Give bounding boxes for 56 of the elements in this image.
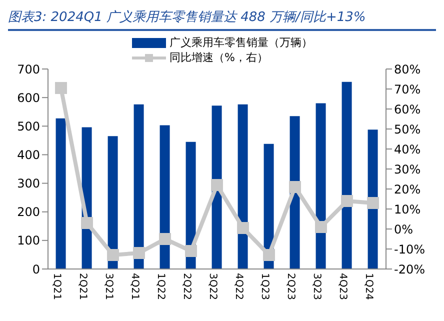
point bbox=[289, 181, 301, 193]
x-tick-label: 3Q22 bbox=[206, 273, 218, 300]
y2-tick-label: 30% bbox=[394, 162, 421, 176]
x-tick-label: 2Q22 bbox=[180, 273, 192, 300]
point bbox=[159, 233, 171, 245]
y2-tick-label: 20% bbox=[394, 182, 421, 196]
x-tick-label: 3Q23 bbox=[310, 273, 322, 300]
x-tick-label: 4Q21 bbox=[128, 273, 140, 300]
point bbox=[367, 197, 379, 209]
y2-tick-label: 60% bbox=[394, 102, 421, 116]
x-tick-label: 4Q23 bbox=[336, 273, 348, 300]
y2-tick-label: 70% bbox=[394, 82, 421, 96]
x-tick-label: 3Q21 bbox=[102, 273, 114, 300]
y-tick-label: 500 bbox=[17, 119, 40, 134]
bar bbox=[342, 82, 352, 269]
point bbox=[81, 217, 93, 229]
y2-tick-label: 50% bbox=[394, 122, 421, 136]
x-tick-label: 1Q22 bbox=[154, 273, 166, 300]
point bbox=[263, 249, 275, 261]
y-tick-label: 400 bbox=[17, 148, 40, 162]
x-tick-label: 1Q23 bbox=[258, 273, 270, 300]
y-tick-label: 300 bbox=[17, 176, 40, 191]
y2-tick-label: -20% bbox=[394, 262, 426, 276]
legend-label: 同比增速（%，右） bbox=[170, 50, 268, 65]
y-tick-label: 700 bbox=[17, 62, 40, 76]
y2-tick-label: 40% bbox=[394, 142, 421, 156]
x-tick-label: 1Q21 bbox=[50, 273, 62, 300]
y-tick-label: 0 bbox=[32, 262, 40, 276]
x-tick-label: 1Q24 bbox=[362, 273, 374, 300]
y2-tick-label: -10% bbox=[394, 242, 426, 256]
y2-tick-label: 80% bbox=[394, 62, 421, 76]
bar bbox=[160, 125, 170, 269]
point bbox=[237, 222, 249, 234]
y2-tick-label: 0% bbox=[394, 222, 414, 236]
point bbox=[185, 245, 197, 257]
y-tick-label: 100 bbox=[17, 234, 40, 248]
bar bbox=[56, 118, 66, 269]
bar bbox=[134, 104, 144, 269]
point bbox=[341, 195, 353, 207]
x-tick-label: 2Q23 bbox=[284, 273, 296, 300]
bar bbox=[316, 103, 326, 269]
point bbox=[315, 221, 327, 233]
y2-tick-label: 10% bbox=[394, 202, 421, 216]
x-tick-label: 2Q21 bbox=[76, 273, 88, 300]
point bbox=[133, 247, 145, 259]
legend-label: 广义乘用车零售销量（万辆） bbox=[170, 35, 312, 50]
y-tick-label: 600 bbox=[17, 90, 40, 105]
point bbox=[55, 82, 67, 94]
bar bbox=[238, 104, 248, 269]
point bbox=[211, 179, 223, 191]
chart-title: 图表3: 2024Q1 广义乘用车零售销量达 488 万辆/同比+13% bbox=[8, 8, 436, 31]
bar bbox=[368, 130, 378, 269]
x-tick-label: 4Q22 bbox=[232, 273, 244, 300]
bar bbox=[212, 106, 222, 269]
point bbox=[107, 249, 119, 261]
y-tick-label: 200 bbox=[17, 205, 40, 220]
